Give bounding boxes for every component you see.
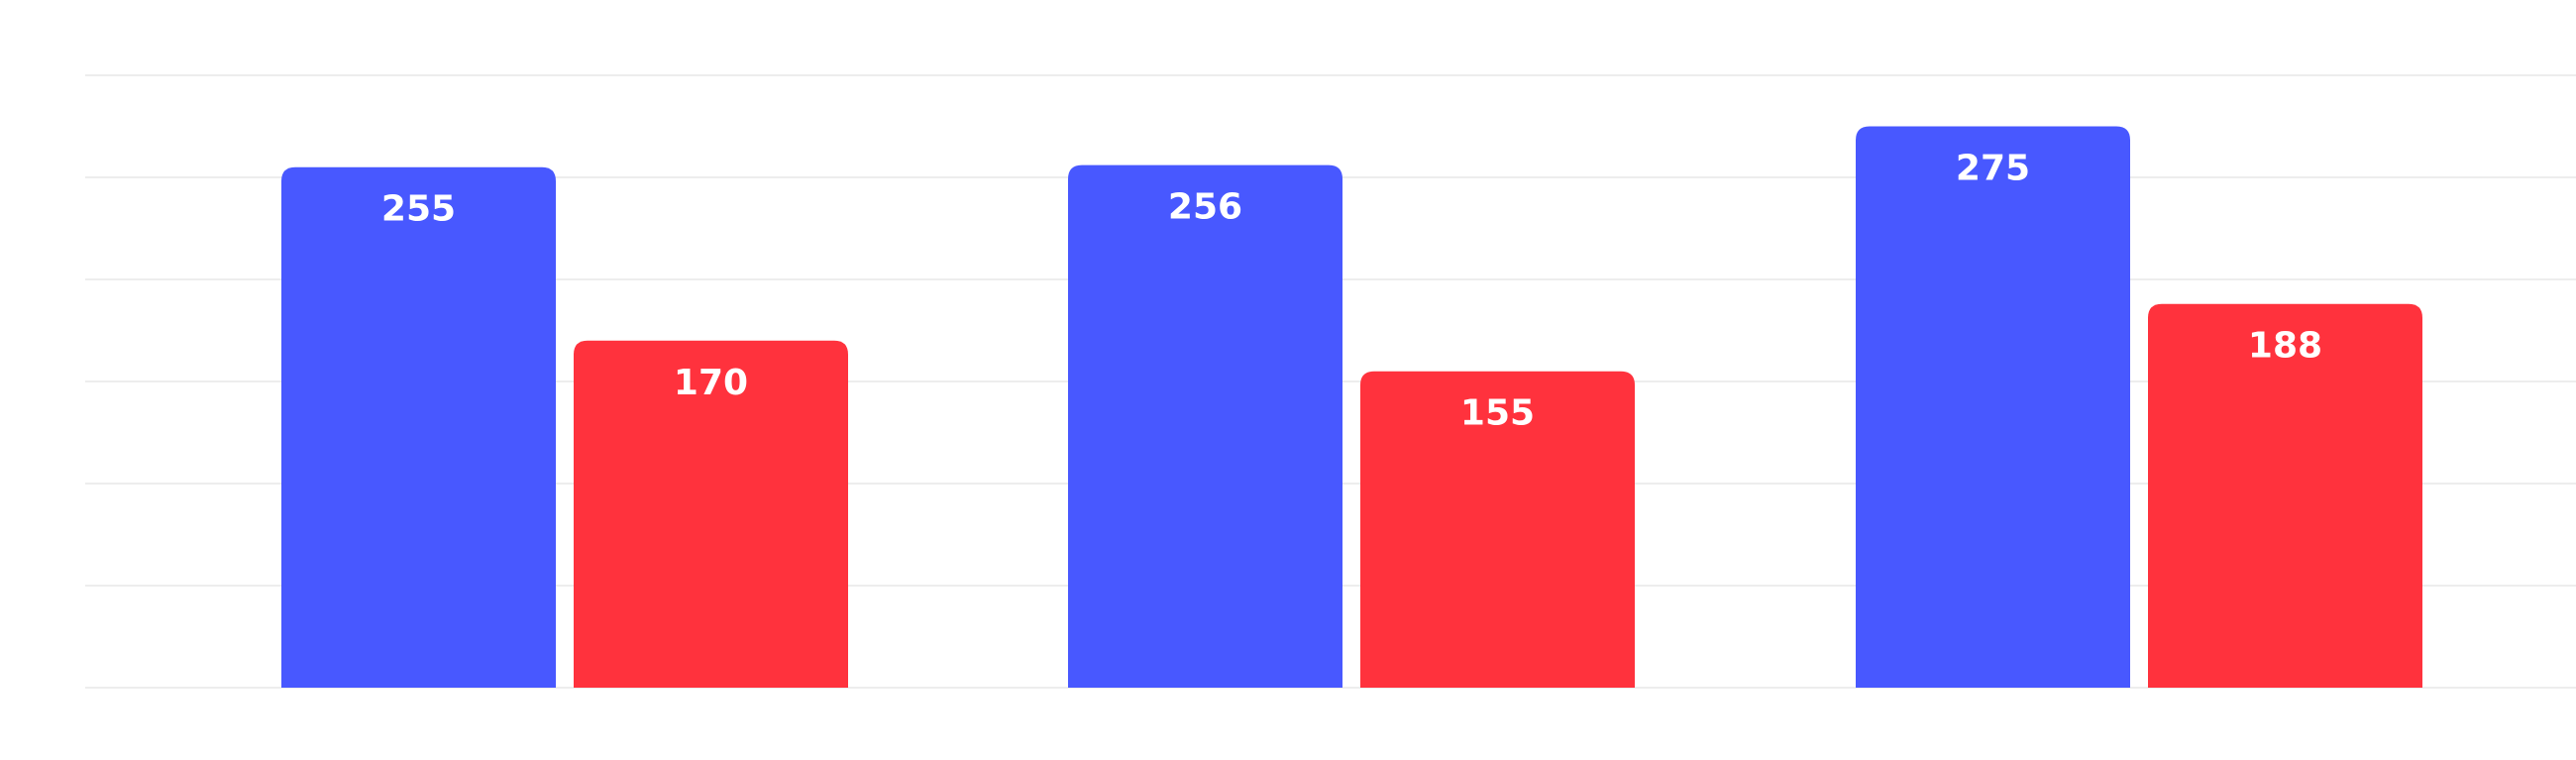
- bar-value-label: 155: [1460, 393, 1535, 434]
- bar-series-2-group-2: [1360, 371, 1635, 688]
- bar-series-2-group-3: [2148, 303, 2422, 688]
- bar-value-label: 188: [2248, 326, 2322, 367]
- bar-series-1-group-3: [1856, 126, 2130, 688]
- bar-value-label: 255: [381, 189, 456, 230]
- bar-series-1-group-2: [1068, 164, 1342, 688]
- bar-layer: [281, 126, 2422, 688]
- bar-value-label: 170: [674, 363, 748, 403]
- bar-series-2-group-1: [574, 340, 848, 688]
- bar-series-1-group-1: [281, 166, 556, 688]
- bar-value-label: 275: [1956, 149, 2030, 189]
- label-layer: 255 256 275 170 155 188: [381, 149, 2322, 434]
- bar-value-label: 256: [1168, 187, 1242, 228]
